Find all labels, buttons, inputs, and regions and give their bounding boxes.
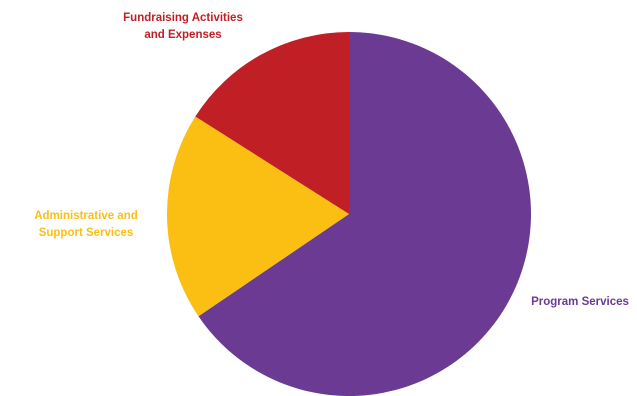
slice-label-3-line-1: Fundraising Activities bbox=[123, 12, 243, 24]
slice-label-3-line-2: and Expenses bbox=[144, 29, 221, 41]
slice-label-1-line-1: Program Services bbox=[531, 296, 629, 308]
pie-slice-1 bbox=[198, 32, 531, 396]
pie-slice-3 bbox=[195, 32, 349, 214]
pie-slices bbox=[166, 32, 531, 396]
slice-label-1: Program Services bbox=[531, 296, 629, 308]
slice-label-2-line-2: Support Services bbox=[39, 227, 134, 239]
pie-labels: Program Services Administrative and Suppor… bbox=[34, 12, 629, 308]
slice-label-3: Fundraising Activities and Expenses bbox=[123, 12, 243, 41]
slice-label-2-line-1: Administrative and bbox=[34, 210, 138, 222]
pie-slice-2 bbox=[166, 116, 349, 317]
slice-label-2: Administrative and Support Services bbox=[34, 210, 138, 239]
